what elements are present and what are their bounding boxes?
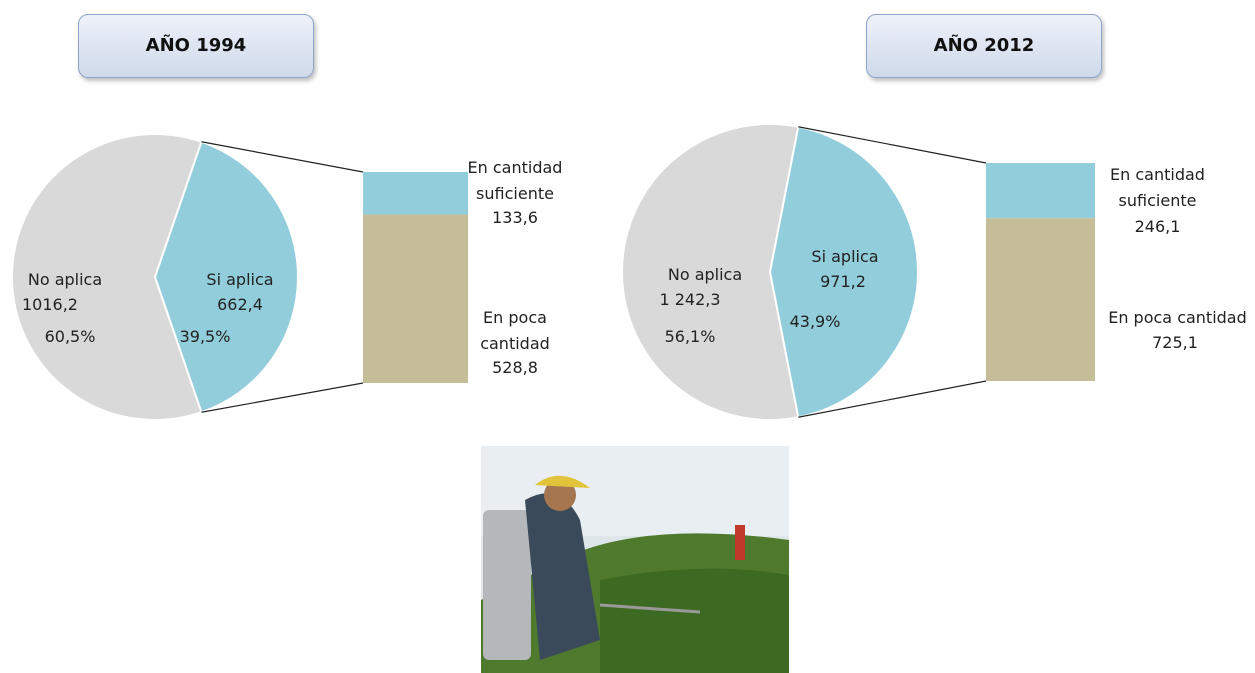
photo	[481, 446, 789, 673]
breakdown-label: En cantidad suficiente	[1110, 165, 1205, 210]
bar-segment	[986, 163, 1095, 219]
slice-value: 971,2	[820, 272, 866, 291]
pie-slice	[11, 133, 203, 421]
slice-percent: 39,5%	[179, 327, 231, 346]
pie-slice	[768, 125, 919, 419]
pie-slice	[621, 123, 800, 421]
slice-value: 1016,2	[22, 295, 78, 314]
breakdown-label: En poca cantidad	[480, 308, 550, 353]
slice-label: Si aplica	[811, 247, 879, 266]
bar-segment	[363, 172, 468, 215]
connector	[798, 126, 987, 164]
chart-title: AÑO 1994	[78, 14, 314, 78]
connector	[201, 141, 364, 173]
breakdown-value: 133,6	[492, 208, 538, 227]
bar-segment	[986, 218, 1095, 381]
breakdown-value: 528,8	[492, 358, 538, 377]
slice-percent: 43,9%	[789, 312, 841, 331]
pie-slice	[153, 140, 299, 414]
connector	[201, 382, 364, 413]
connector	[798, 380, 987, 418]
breakdown-label: En cantidad suficiente	[467, 158, 563, 203]
bar-segment	[363, 214, 468, 383]
slice-value: 662,4	[217, 295, 263, 314]
slice-label: No aplica	[27, 270, 103, 289]
chart-title: AÑO 2012	[866, 14, 1102, 78]
breakdown-value: 725,1	[1152, 333, 1198, 352]
breakdown-label: En poca cantidad	[1108, 308, 1247, 327]
slice-label: No aplica	[667, 265, 743, 284]
slice-percent: 60,5%	[44, 327, 96, 346]
slice-label: Si aplica	[206, 270, 274, 289]
breakdown-value: 246,1	[1134, 217, 1181, 236]
slice-value: 1 242,3	[659, 290, 721, 309]
slice-percent: 56,1%	[664, 327, 716, 346]
